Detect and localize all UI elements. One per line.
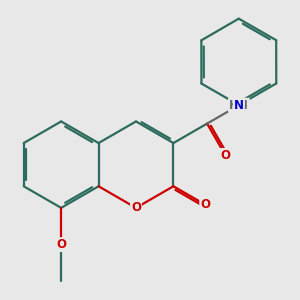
- Text: O: O: [200, 198, 210, 211]
- Text: N: N: [234, 99, 244, 112]
- Text: HN: HN: [229, 99, 249, 112]
- Text: O: O: [131, 201, 141, 214]
- Text: O: O: [56, 238, 66, 251]
- Text: O: O: [220, 149, 230, 162]
